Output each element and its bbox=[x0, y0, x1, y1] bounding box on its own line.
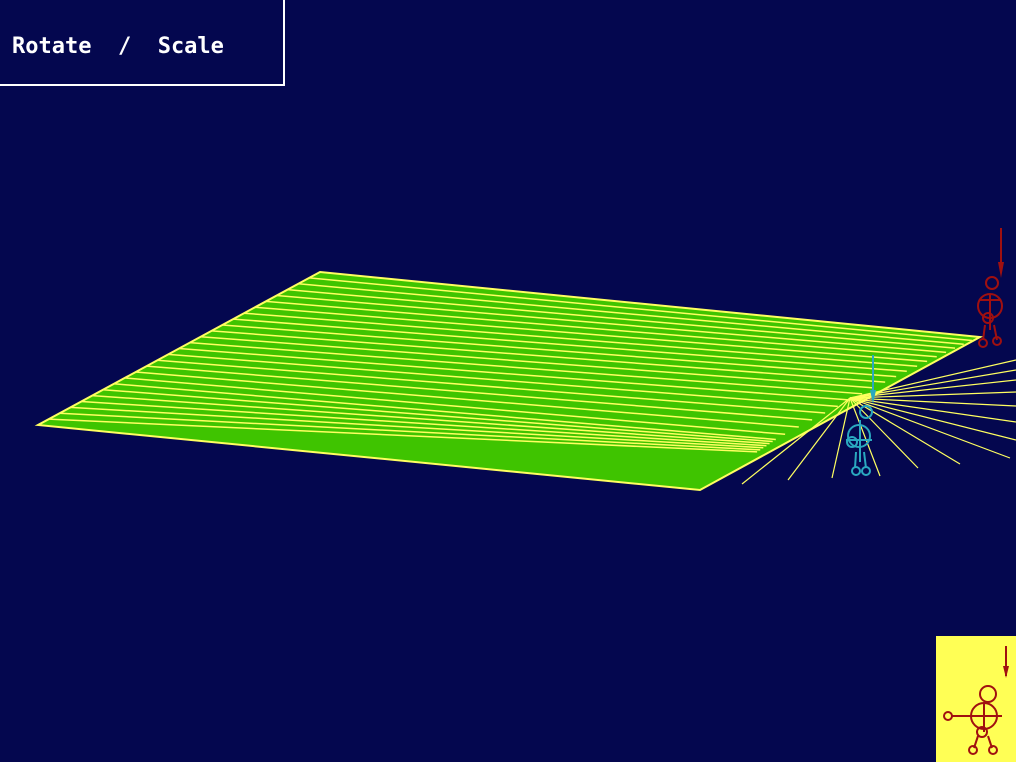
mesh-stripe bbox=[103, 388, 773, 443]
mesh-stripe bbox=[211, 330, 886, 383]
red-stick-figure[interactable] bbox=[977, 228, 1004, 348]
mesh-stripe bbox=[146, 365, 813, 421]
mesh-stripe bbox=[113, 383, 776, 441]
light-ray-line bbox=[849, 369, 1016, 399]
mesh-stripe bbox=[48, 418, 758, 453]
mesh-stripe bbox=[92, 394, 770, 445]
light-ray-line bbox=[849, 397, 881, 477]
mode-indicator-box[interactable]: Rotate / Scale bbox=[0, 0, 285, 86]
mesh-stripe bbox=[298, 283, 964, 345]
light-ray-line bbox=[849, 397, 1016, 407]
light-ray-line bbox=[787, 397, 851, 481]
light-ray-line bbox=[849, 359, 1016, 399]
mesh-stripe bbox=[81, 400, 767, 447]
mesh-stripe bbox=[254, 306, 928, 363]
light-ray-lines bbox=[741, 359, 1016, 485]
cyan-stick-figure[interactable] bbox=[846, 355, 876, 476]
light-ray-line bbox=[849, 397, 1016, 441]
mesh-stripe bbox=[244, 312, 918, 367]
light-ray-line bbox=[849, 397, 1016, 423]
figure-preview-thumbnail[interactable] bbox=[936, 636, 1016, 762]
mesh-stripe bbox=[178, 347, 851, 401]
light-ray-line bbox=[849, 379, 1016, 399]
mesh-stripes bbox=[48, 277, 973, 453]
light-ray-line bbox=[849, 397, 961, 465]
mesh-stripe bbox=[276, 294, 947, 354]
mesh-stripe bbox=[309, 277, 973, 342]
mesh-stripe bbox=[70, 406, 764, 449]
mode-label: Rotate / Scale bbox=[12, 34, 224, 59]
mesh-stripe bbox=[168, 353, 838, 408]
mesh-stripe bbox=[59, 412, 761, 451]
preview-figure-icon bbox=[943, 646, 1009, 755]
mesh-stripe bbox=[157, 359, 826, 414]
mesh-stripe bbox=[287, 288, 956, 349]
mesh-stripe bbox=[265, 300, 937, 358]
mesh-stripe bbox=[135, 371, 799, 428]
light-ray-line bbox=[741, 397, 851, 485]
light-ray-line bbox=[831, 397, 851, 479]
mesh-stripe bbox=[124, 377, 786, 436]
light-ray-line bbox=[849, 397, 1011, 459]
mesh-stripe bbox=[200, 335, 874, 389]
mesh-stripe bbox=[233, 318, 907, 373]
mesh-stripe bbox=[189, 341, 863, 395]
light-ray-line bbox=[849, 391, 1016, 399]
mesh-stripe bbox=[222, 324, 897, 378]
